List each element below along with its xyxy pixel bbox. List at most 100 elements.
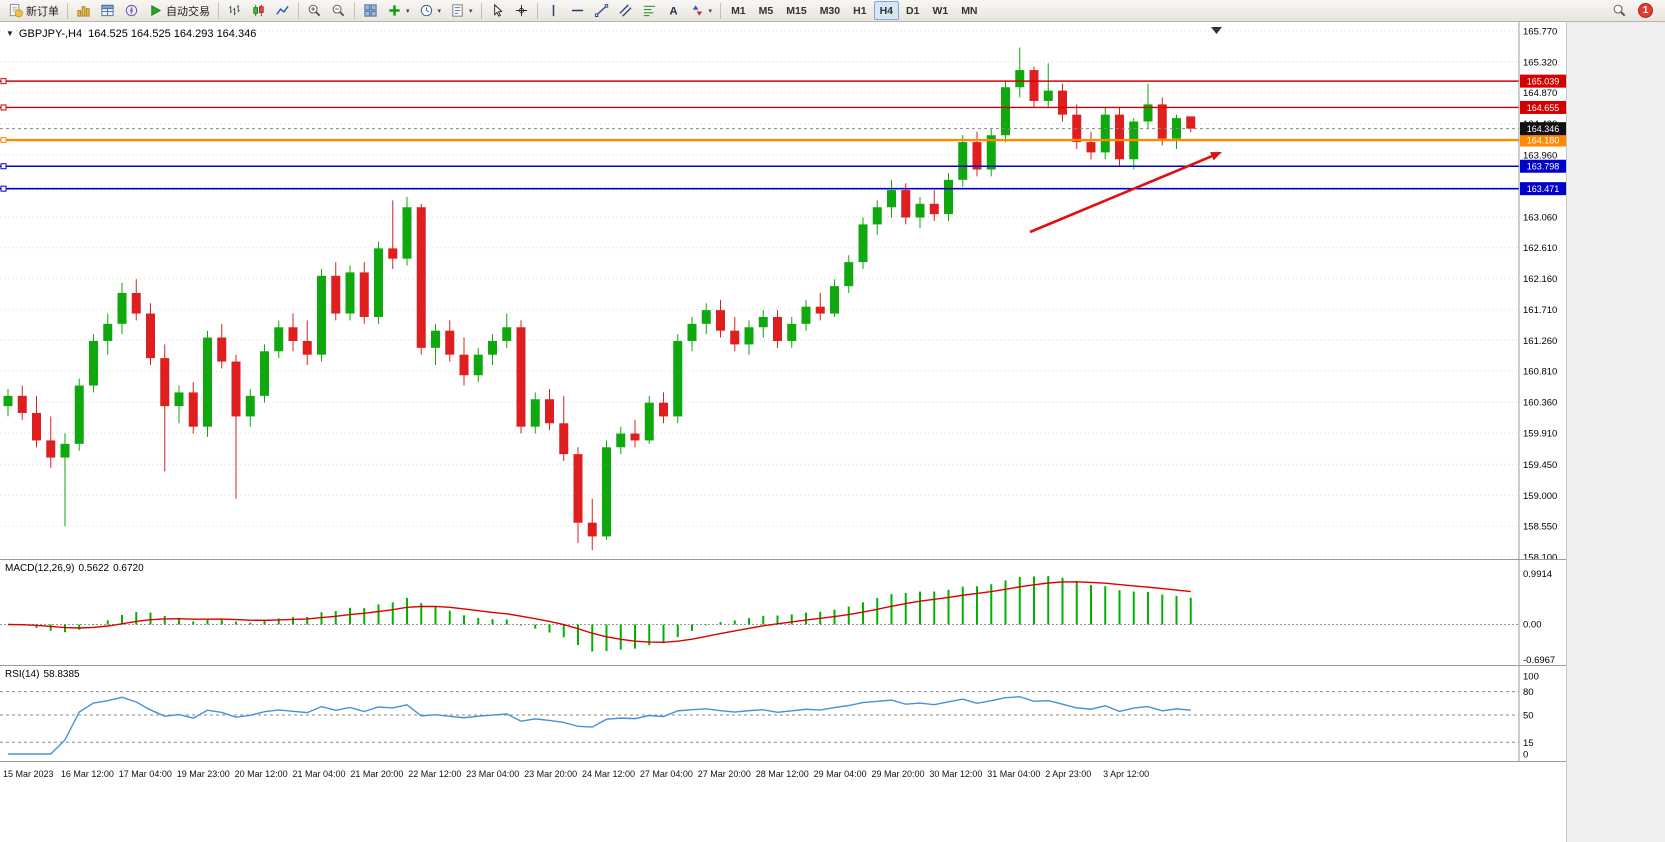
svg-text:165.039: 165.039 (1527, 77, 1560, 87)
svg-text:164.180: 164.180 (1527, 136, 1560, 146)
rsi-panel[interactable]: 100 80 50 150 (0, 666, 1566, 762)
channel-button[interactable] (614, 1, 637, 20)
candle-body (203, 337, 212, 427)
timeframe-h4-button[interactable]: H4 (873, 1, 899, 20)
timeframe-d1-button[interactable]: D1 (900, 1, 925, 20)
candle-body (545, 399, 554, 424)
candle-body (944, 179, 953, 215)
notification-badge[interactable]: 1 (1638, 3, 1653, 18)
candle-body (89, 340, 98, 386)
time-axis-label: 15 Mar 2023 (3, 769, 54, 779)
data-window-icon (101, 4, 114, 17)
fibonacci-button[interactable] (638, 1, 661, 20)
data-window-button[interactable] (96, 1, 119, 20)
text-tool-button[interactable]: A (662, 1, 685, 20)
macd-signal-value: 0.6720 (113, 563, 144, 574)
autotrading-button[interactable]: 自动交易 (144, 1, 214, 20)
periods-button[interactable]: ▾ (415, 1, 446, 20)
candle-body (445, 330, 455, 355)
time-axis-label: 21 Mar 20:00 (350, 769, 404, 779)
add-indicator-button[interactable]: ▾ (383, 1, 414, 20)
trend-arrow-annotation[interactable] (1029, 152, 1222, 234)
cursor-button[interactable] (486, 1, 509, 20)
svg-text:158.100: 158.100 (1523, 553, 1557, 561)
candle-body (1029, 70, 1039, 101)
horizontal-price-lines[interactable] (0, 78, 1519, 192)
candle-body (1086, 142, 1096, 153)
time-axis-label: 17 Mar 04:00 (118, 769, 172, 779)
chart-profiles-button[interactable] (72, 1, 95, 20)
timeframe-h1-button[interactable]: H1 (847, 1, 872, 20)
candlestick-series[interactable] (3, 47, 1196, 551)
candle-body (402, 207, 412, 259)
candle-body (758, 316, 768, 328)
zoom-in-button[interactable] (303, 1, 326, 20)
trendline-button[interactable] (590, 1, 613, 20)
toolbar-right-group: 1 (1608, 1, 1661, 20)
zoom-out-button[interactable] (327, 1, 350, 20)
candle-body (958, 142, 968, 180)
svg-text:163.060: 163.060 (1523, 212, 1557, 223)
time-axis-label: 24 Mar 12:00 (582, 769, 636, 779)
candle-body (573, 454, 583, 523)
candle-body (616, 433, 626, 448)
new-order-button[interactable]: 新订单 (4, 1, 63, 20)
candle-body (416, 207, 426, 348)
tile-windows-button[interactable] (359, 1, 382, 20)
macd-panel[interactable]: 0.9914 0.00 -0.6967 (0, 560, 1566, 666)
candle-body (1058, 90, 1067, 115)
horizontal-line-button[interactable] (566, 1, 589, 20)
crosshair-button[interactable] (510, 1, 533, 20)
timeframe-mn-button[interactable]: MN (955, 1, 983, 20)
candle-body (701, 310, 711, 324)
toolbar-separator (480, 2, 482, 19)
line-chart-button[interactable] (271, 1, 294, 20)
navigator-button[interactable] (120, 1, 143, 20)
candle-body (431, 330, 440, 348)
vertical-line-icon (552, 4, 554, 17)
bar-chart-button[interactable] (223, 1, 246, 20)
timeframe-m5-button[interactable]: M5 (753, 1, 780, 20)
candle-body (146, 313, 155, 359)
time-axis-label: 29 Mar 20:00 (871, 769, 925, 779)
timeframe-m1-button[interactable]: M1 (725, 1, 752, 20)
rsi-name: RSI(14) (5, 669, 40, 680)
vertical-line-button[interactable] (542, 1, 565, 20)
timeframe-m15-button[interactable]: M15 (780, 1, 812, 20)
time-axis[interactable]: 15 Mar 2023 16 Mar 12:00 17 Mar 04:00 19 Ma… (0, 762, 1566, 788)
autotrading-play-icon (151, 5, 162, 16)
candle-body (117, 292, 127, 324)
candle-body (288, 327, 298, 341)
timeframe-w1-button[interactable]: W1 (926, 1, 954, 20)
candle-body (659, 402, 668, 417)
svg-text:0: 0 (1523, 750, 1528, 761)
svg-text:80: 80 (1523, 687, 1534, 698)
rsi-line (8, 696, 1191, 755)
add-indicator-icon (389, 5, 400, 16)
candle-body (245, 395, 255, 417)
candle-body (131, 292, 141, 314)
time-axis-label: 27 Mar 04:00 (639, 769, 693, 779)
line-handle (0, 137, 7, 144)
window-background (1566, 22, 1665, 842)
candle-body (331, 275, 341, 314)
svg-text:162.160: 162.160 (1523, 274, 1557, 285)
candle-body (32, 412, 41, 441)
collapse-triangle-icon[interactable]: ▼ (6, 29, 14, 38)
price-chart[interactable]: 165.770165.320164.870164.420163.960163.5… (0, 22, 1566, 560)
candle-body (459, 354, 469, 376)
candlestick-chart-button[interactable] (247, 1, 270, 20)
templates-button[interactable]: ▾ (446, 1, 477, 20)
arrows-tool-icon (692, 5, 702, 16)
candle-body (716, 310, 725, 331)
svg-text:0.00: 0.00 (1523, 620, 1542, 631)
timeframe-m30-button[interactable]: M30 (814, 1, 846, 20)
svg-text:A: A (669, 6, 677, 18)
candle-body (744, 327, 754, 345)
arrows-tool-button[interactable]: ▾ (686, 1, 717, 20)
candle-body (74, 385, 84, 444)
search-button[interactable] (1608, 1, 1631, 20)
cursor-icon (493, 3, 503, 17)
line-handle (0, 78, 7, 85)
caret-down-icon: ▾ (406, 7, 410, 15)
